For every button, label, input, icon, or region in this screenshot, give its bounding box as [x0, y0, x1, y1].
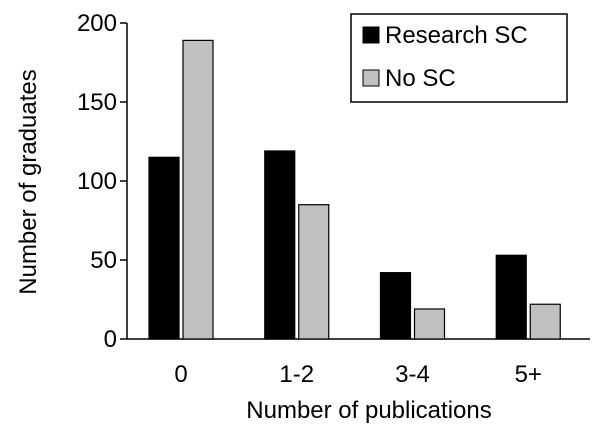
x-tick-label: 1-2 — [279, 361, 314, 388]
x-tick-label: 3-4 — [395, 361, 430, 388]
x-tick-label: 0 — [174, 361, 187, 388]
bar-research-sc-3-4 — [379, 272, 412, 340]
bar-no-sc-1-2 — [298, 204, 330, 340]
y-tick-label: 150 — [77, 89, 117, 116]
legend-box — [350, 13, 568, 103]
bar-research-sc-5+ — [495, 254, 527, 340]
x-tick-label: 5+ — [515, 361, 542, 388]
bar-no-sc-3-4 — [413, 308, 446, 340]
axis-labels: 0 50 100 150 200 0 1-2 3-4 5+ — [77, 10, 542, 388]
bar-no-sc-5+ — [529, 303, 561, 340]
bar-no-sc-0 — [182, 39, 214, 340]
y-tick-label: 0 — [104, 326, 117, 353]
x-axis-title: Number of publications — [246, 397, 491, 424]
bar-research-sc-1-2 — [264, 150, 296, 340]
y-axis-title: Number of graduates — [15, 69, 42, 294]
legend-swatch-research-sc — [362, 26, 380, 44]
legend-label-research-sc: Research SC — [385, 22, 528, 49]
legend: Research SC No SC — [350, 13, 568, 103]
y-tick-label: 100 — [77, 168, 117, 195]
legend-label-no-sc: No SC — [385, 65, 456, 92]
bars — [148, 39, 561, 340]
bar-research-sc-0 — [148, 156, 180, 340]
y-tick-label: 50 — [90, 247, 117, 274]
y-tick-label: 200 — [77, 10, 117, 37]
legend-swatch-no-sc — [362, 69, 380, 87]
